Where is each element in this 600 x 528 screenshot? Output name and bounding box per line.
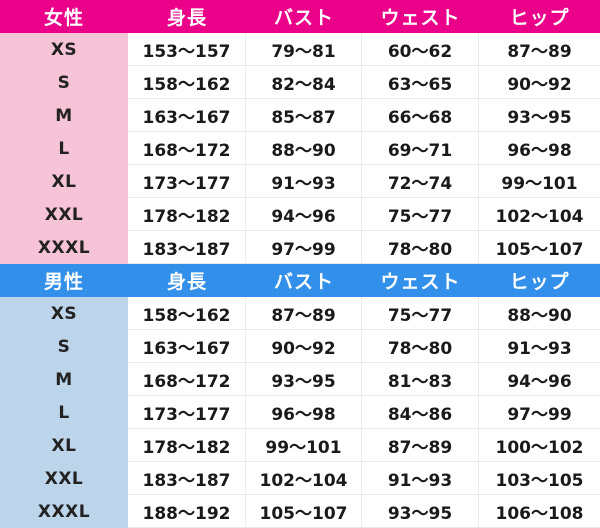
size-label: XXXL (0, 231, 128, 264)
waist-value: 69〜71 (362, 132, 479, 165)
size-label: M (0, 99, 128, 132)
size-label: S (0, 330, 128, 363)
height-value: 158〜162 (128, 297, 246, 330)
waist-value: 60〜62 (362, 33, 479, 66)
size-label: XXXL (0, 495, 128, 528)
size-label: XS (0, 297, 128, 330)
waist-value: 87〜89 (362, 429, 479, 462)
size-label: L (0, 132, 128, 165)
bust-value: 105〜107 (246, 495, 362, 528)
size-label: XL (0, 429, 128, 462)
waist-value: 78〜80 (362, 231, 479, 264)
male-header-label: 男性 (0, 264, 128, 297)
height-value: 163〜167 (128, 99, 246, 132)
hip-value: 100〜102 (479, 429, 600, 462)
waist-value: 81〜83 (362, 363, 479, 396)
size-label: M (0, 363, 128, 396)
bust-value: 94〜96 (246, 198, 362, 231)
waist-value: 75〜77 (362, 198, 479, 231)
female-size-section: 女性 身長 バスト ウェスト ヒップ XS 153〜157 79〜81 60〜6… (0, 0, 600, 264)
female-header-waist: ウェスト (380, 7, 461, 29)
female-header-hip: ヒップ (509, 7, 570, 29)
female-header-height: 身長 (166, 7, 207, 29)
size-label: XL (0, 165, 128, 198)
waist-value: 63〜65 (362, 66, 479, 99)
male-header-waist: ウェスト (380, 271, 461, 293)
bust-value: 82〜84 (246, 66, 362, 99)
height-value: 183〜187 (128, 462, 246, 495)
size-label: XXL (0, 462, 128, 495)
height-value: 168〜172 (128, 363, 246, 396)
table-row: M 168〜172 93〜95 81〜83 94〜96 (0, 363, 600, 396)
bust-value: 79〜81 (246, 33, 362, 66)
hip-value: 94〜96 (479, 363, 600, 396)
bust-value: 96〜98 (246, 396, 362, 429)
bust-value: 97〜99 (246, 231, 362, 264)
height-value: 178〜182 (128, 429, 246, 462)
height-value: 158〜162 (128, 66, 246, 99)
waist-value: 84〜86 (362, 396, 479, 429)
table-row: S 158〜162 82〜84 63〜65 90〜92 (0, 66, 600, 99)
bust-value: 91〜93 (246, 165, 362, 198)
female-header-bust: バスト (273, 7, 334, 29)
hip-value: 102〜104 (479, 198, 600, 231)
hip-value: 97〜99 (479, 396, 600, 429)
height-value: 163〜167 (128, 330, 246, 363)
table-row: M 163〜167 85〜87 66〜68 93〜95 (0, 99, 600, 132)
hip-value: 88〜90 (479, 297, 600, 330)
bust-value: 90〜92 (246, 330, 362, 363)
male-header-height: 身長 (166, 271, 207, 293)
table-row: XS 158〜162 87〜89 75〜77 88〜90 (0, 297, 600, 330)
hip-value: 103〜105 (479, 462, 600, 495)
bust-value: 88〜90 (246, 132, 362, 165)
female-header-label: 女性 (0, 0, 128, 33)
size-label: S (0, 66, 128, 99)
height-value: 178〜182 (128, 198, 246, 231)
bust-value: 87〜89 (246, 297, 362, 330)
bust-value: 99〜101 (246, 429, 362, 462)
hip-value: 99〜101 (479, 165, 600, 198)
male-header-hip: ヒップ (509, 271, 570, 293)
table-row: XXXL 183〜187 97〜99 78〜80 105〜107 (0, 231, 600, 264)
bust-value: 102〜104 (246, 462, 362, 495)
height-value: 173〜177 (128, 396, 246, 429)
male-header-bust: バスト (273, 271, 334, 293)
hip-value: 91〜93 (479, 330, 600, 363)
height-value: 168〜172 (128, 132, 246, 165)
table-row: S 163〜167 90〜92 78〜80 91〜93 (0, 330, 600, 363)
female-header-row: 女性 身長 バスト ウェスト ヒップ (0, 0, 600, 33)
bust-value: 93〜95 (246, 363, 362, 396)
hip-value: 90〜92 (479, 66, 600, 99)
waist-value: 91〜93 (362, 462, 479, 495)
height-value: 153〜157 (128, 33, 246, 66)
table-row: XL 173〜177 91〜93 72〜74 99〜101 (0, 165, 600, 198)
waist-value: 66〜68 (362, 99, 479, 132)
height-value: 183〜187 (128, 231, 246, 264)
waist-value: 72〜74 (362, 165, 479, 198)
table-row: L 173〜177 96〜98 84〜86 97〜99 (0, 396, 600, 429)
table-row: L 168〜172 88〜90 69〜71 96〜98 (0, 132, 600, 165)
hip-value: 87〜89 (479, 33, 600, 66)
size-label: XXL (0, 198, 128, 231)
height-value: 173〜177 (128, 165, 246, 198)
waist-value: 78〜80 (362, 330, 479, 363)
male-header-row: 男性 身長 バスト ウェスト ヒップ (0, 264, 600, 297)
bust-value: 85〜87 (246, 99, 362, 132)
table-row: XS 153〜157 79〜81 60〜62 87〜89 (0, 33, 600, 66)
hip-value: 106〜108 (479, 495, 600, 528)
table-row: XXXL 188〜192 105〜107 93〜95 106〜108 (0, 495, 600, 528)
hip-value: 93〜95 (479, 99, 600, 132)
height-value: 188〜192 (128, 495, 246, 528)
table-row: XXL 183〜187 102〜104 91〜93 103〜105 (0, 462, 600, 495)
male-size-section: 男性 身長 バスト ウェスト ヒップ XS 158〜162 87〜89 75〜7… (0, 264, 600, 528)
table-row: XXL 178〜182 94〜96 75〜77 102〜104 (0, 198, 600, 231)
hip-value: 96〜98 (479, 132, 600, 165)
waist-value: 93〜95 (362, 495, 479, 528)
table-row: XL 178〜182 99〜101 87〜89 100〜102 (0, 429, 600, 462)
size-label: L (0, 396, 128, 429)
size-label: XS (0, 33, 128, 66)
waist-value: 75〜77 (362, 297, 479, 330)
hip-value: 105〜107 (479, 231, 600, 264)
